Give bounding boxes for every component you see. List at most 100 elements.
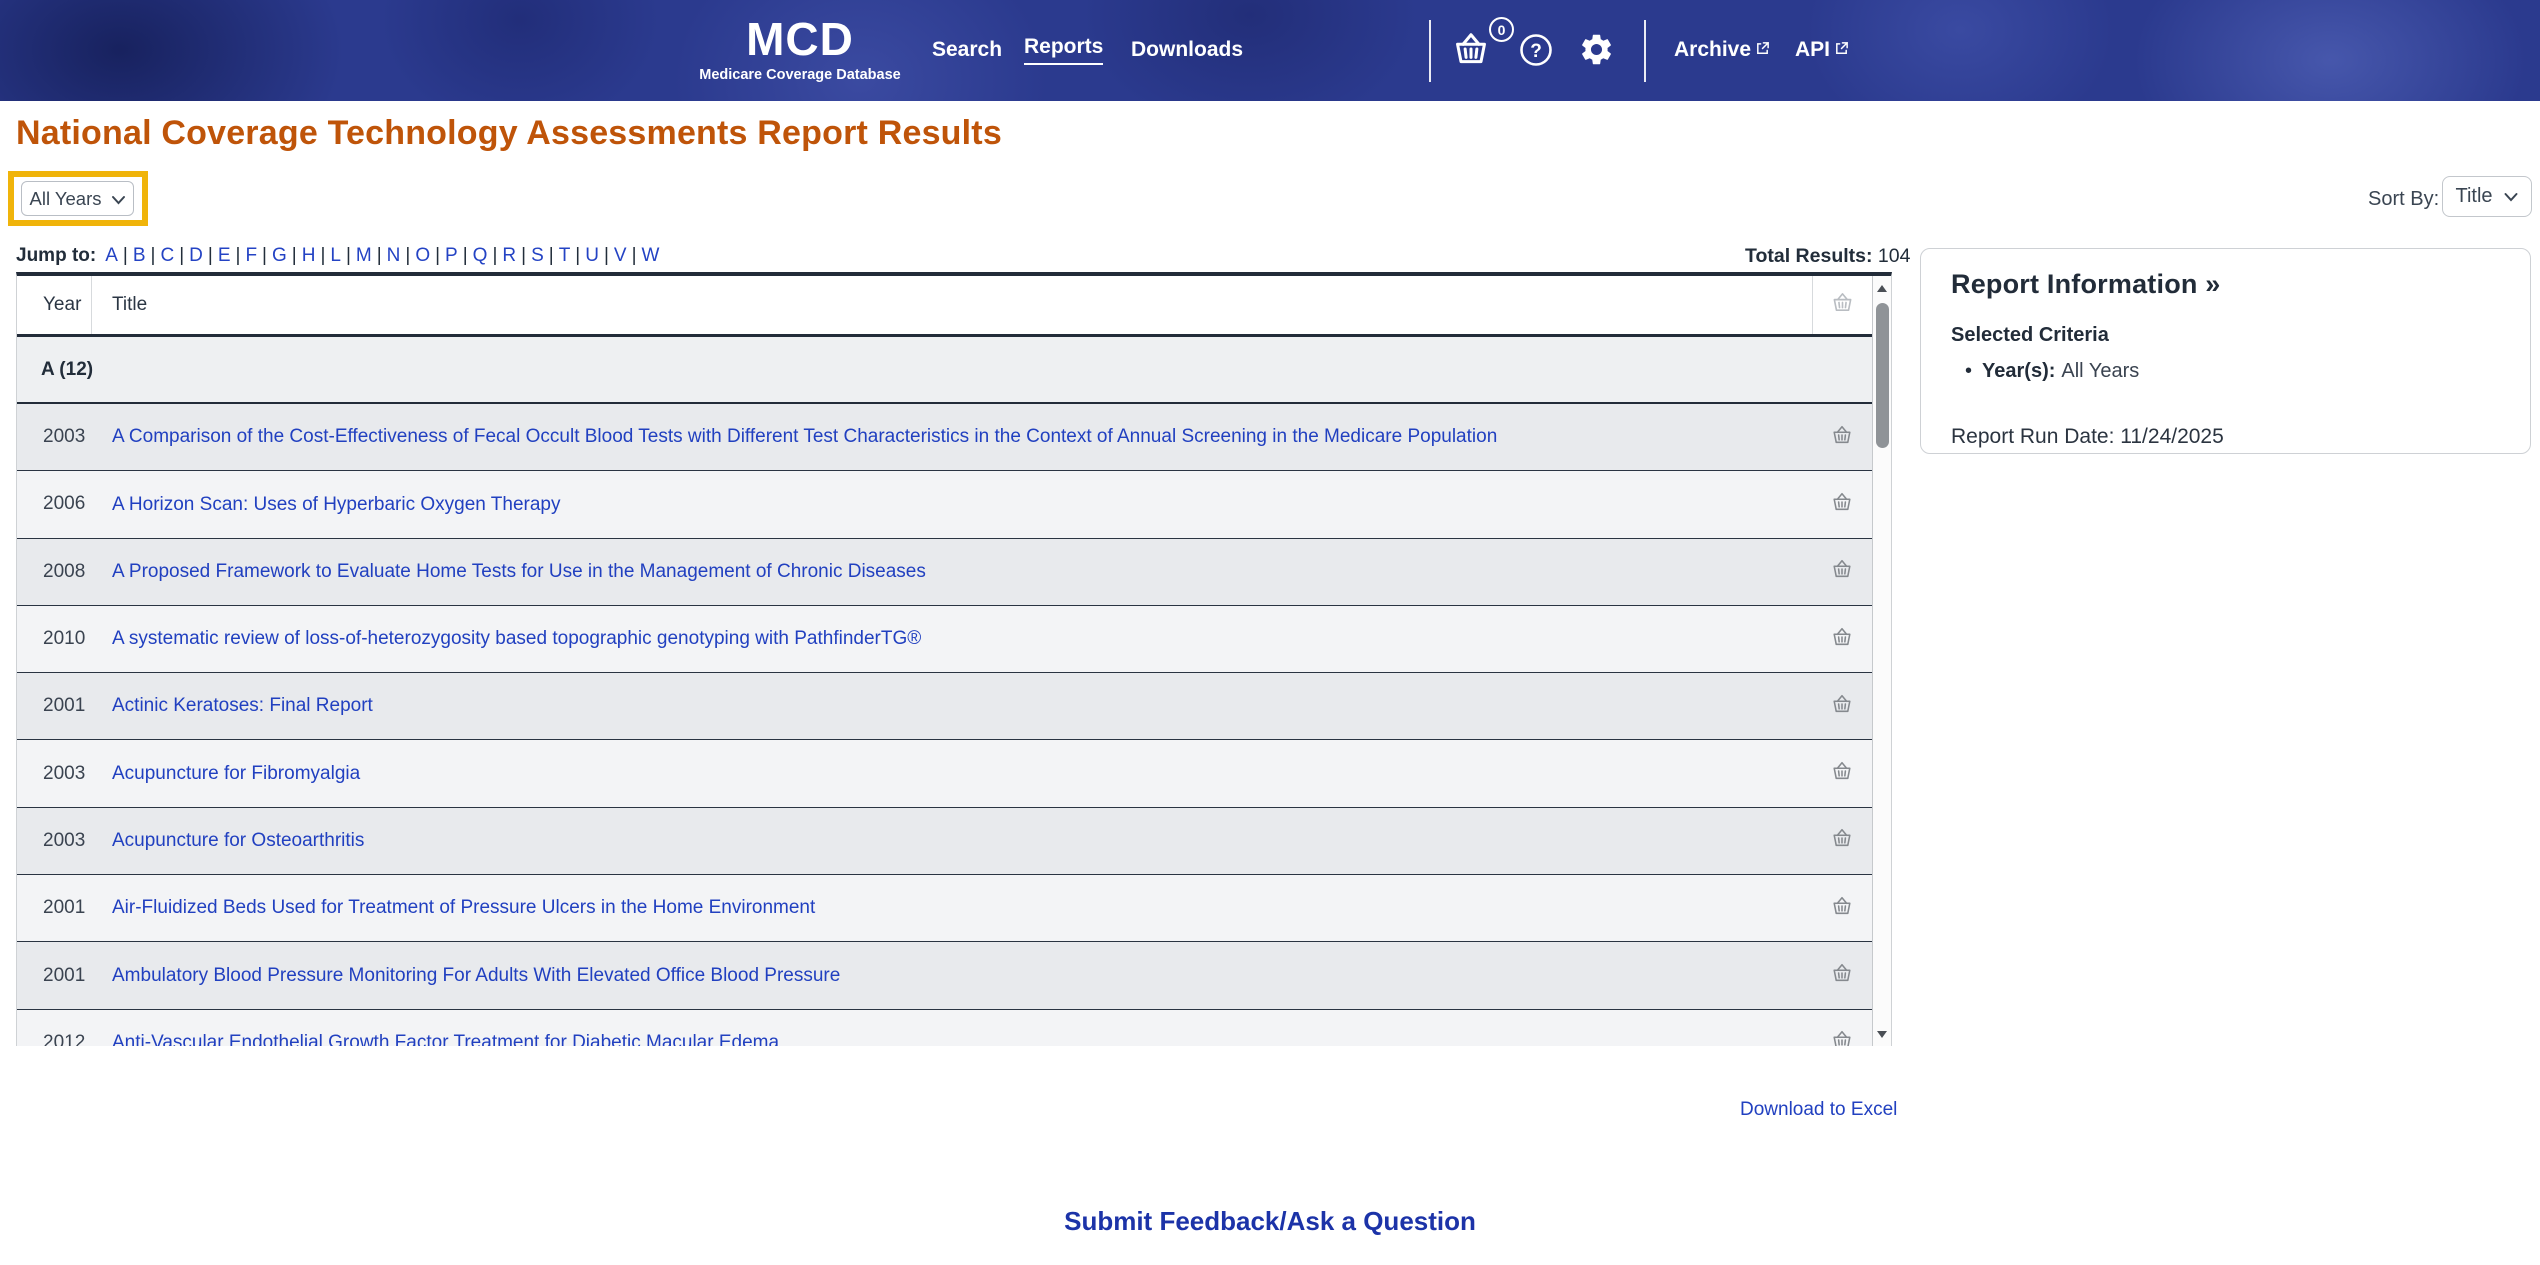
site-header: MCD Medicare Coverage Database Search Re… bbox=[0, 0, 2540, 101]
basket-icon bbox=[1831, 424, 1853, 451]
total-results-label: Total Results: bbox=[1745, 245, 1873, 267]
nav-search[interactable]: Search bbox=[932, 38, 1003, 61]
vertical-scrollbar[interactable] bbox=[1872, 276, 1891, 1046]
jump-letter-S[interactable]: S bbox=[531, 245, 544, 266]
chevron-down-icon bbox=[111, 188, 126, 210]
table-row: 2003 Acupuncture for Fibromyalgia bbox=[17, 740, 1891, 808]
row-title-link[interactable]: A systematic review of loss-of-heterozyg… bbox=[112, 628, 922, 650]
scrollbar-thumb[interactable] bbox=[1875, 303, 1889, 448]
basket-button[interactable] bbox=[1452, 30, 1490, 73]
api-label: API bbox=[1795, 38, 1831, 61]
jump-letter-T[interactable]: T bbox=[558, 245, 571, 266]
row-title-link[interactable]: Anti-Vascular Endothelial Growth Factor … bbox=[112, 1031, 780, 1046]
jump-letter-N[interactable]: N bbox=[386, 245, 401, 266]
jump-letter-U[interactable]: U bbox=[585, 245, 599, 266]
basket-icon bbox=[1452, 33, 1490, 72]
jump-separator: | bbox=[179, 245, 185, 266]
help-button[interactable]: ? bbox=[1518, 32, 1554, 73]
jump-letter-M[interactable]: M bbox=[355, 245, 372, 266]
row-title-link[interactable]: Actinic Keratoses: Final Report bbox=[112, 695, 373, 717]
page-title: National Coverage Technology Assessments… bbox=[16, 114, 1002, 152]
jump-separator: | bbox=[548, 245, 554, 266]
add-to-basket-button[interactable] bbox=[1812, 808, 1872, 874]
jump-separator: | bbox=[435, 245, 441, 266]
add-to-basket-button[interactable] bbox=[1812, 1010, 1872, 1046]
mcd-logo[interactable]: MCD Medicare Coverage Database bbox=[698, 14, 902, 83]
arrow-down-icon bbox=[1877, 1030, 1887, 1038]
add-to-basket-button[interactable] bbox=[1812, 471, 1872, 537]
jump-to-label: Jump to: bbox=[16, 245, 97, 266]
basket-icon bbox=[1831, 962, 1853, 989]
total-results: Total Results: 104 bbox=[1745, 245, 1910, 268]
jump-separator: | bbox=[345, 245, 351, 266]
add-to-basket-button[interactable] bbox=[1812, 404, 1872, 470]
add-to-basket-button[interactable] bbox=[1812, 539, 1872, 605]
submit-feedback-link[interactable]: Submit Feedback/Ask a Question bbox=[1064, 1206, 1476, 1236]
row-title-link[interactable]: Acupuncture for Fibromyalgia bbox=[112, 762, 361, 784]
jump-separator: | bbox=[150, 245, 156, 266]
jump-letter-O[interactable]: O bbox=[415, 245, 431, 266]
jump-letter-V[interactable]: V bbox=[613, 245, 627, 266]
nav-archive[interactable]: Archive bbox=[1674, 38, 1770, 62]
gear-icon bbox=[1578, 34, 1615, 72]
year-filter-value: All Years bbox=[29, 187, 102, 209]
nav-api[interactable]: API bbox=[1795, 38, 1849, 62]
download-to-excel-link[interactable]: Download to Excel bbox=[1740, 1099, 1898, 1120]
add-to-basket-button[interactable] bbox=[1812, 606, 1872, 672]
jump-letter-L[interactable]: L bbox=[330, 245, 341, 266]
add-to-basket-button[interactable] bbox=[1812, 740, 1872, 806]
jump-letter-R[interactable]: R bbox=[502, 245, 517, 266]
jump-letter-W[interactable]: W bbox=[641, 245, 660, 266]
jump-separator: | bbox=[320, 245, 326, 266]
nav-reports[interactable]: Reports bbox=[1024, 35, 1104, 65]
add-to-basket-button[interactable] bbox=[1812, 673, 1872, 739]
jump-separator: | bbox=[235, 245, 241, 266]
jump-separator: | bbox=[575, 245, 581, 266]
jump-letter-A[interactable]: A bbox=[105, 245, 118, 266]
row-year: 2003 bbox=[43, 426, 86, 448]
highlight-box bbox=[8, 171, 148, 226]
nav-downloads[interactable]: Downloads bbox=[1131, 38, 1244, 61]
header-divider bbox=[1644, 20, 1646, 82]
jump-letter-C[interactable]: C bbox=[160, 245, 175, 266]
table-body: 2003 A Comparison of the Cost-Effectivene… bbox=[17, 404, 1891, 1046]
report-information-panel: Report Information » Selected Criteria •… bbox=[1920, 248, 2531, 454]
row-title-link[interactable]: A Proposed Framework to Evaluate Home Te… bbox=[112, 560, 926, 582]
row-year: 2003 bbox=[43, 762, 86, 784]
scroll-down-button[interactable] bbox=[1873, 1022, 1891, 1046]
jump-letter-P[interactable]: P bbox=[445, 245, 458, 266]
year-filter-dropdown[interactable]: All Years bbox=[21, 181, 134, 216]
settings-button[interactable] bbox=[1578, 31, 1615, 73]
row-title-link[interactable]: Ambulatory Blood Pressure Monitoring For… bbox=[112, 964, 841, 986]
jump-letter-D[interactable]: D bbox=[189, 245, 203, 266]
jump-separator: | bbox=[603, 245, 609, 266]
add-to-basket-button[interactable] bbox=[1812, 942, 1872, 1008]
table-row: 2008 A Proposed Framework to Evaluate Hom… bbox=[17, 538, 1891, 606]
jump-letter-F[interactable]: F bbox=[245, 245, 258, 266]
basket-icon bbox=[1831, 626, 1853, 653]
report-information-heading[interactable]: Report Information » bbox=[1951, 269, 2221, 299]
row-title-link[interactable]: A Comparison of the Cost-Effectiveness o… bbox=[112, 426, 1498, 448]
archive-label: Archive bbox=[1674, 38, 1752, 61]
row-title-link[interactable]: Air-Fluidized Beds Used for Treatment of… bbox=[112, 897, 816, 919]
jump-letter-E[interactable]: E bbox=[217, 245, 231, 266]
jump-letter-Q[interactable]: Q bbox=[472, 245, 488, 266]
sort-dropdown[interactable]: Title bbox=[2442, 176, 2532, 217]
row-title-link[interactable]: Acupuncture for Osteoarthritis bbox=[112, 830, 365, 852]
jump-letter-G[interactable]: G bbox=[271, 245, 287, 266]
row-year: 2003 bbox=[43, 829, 86, 851]
add-to-basket-button[interactable] bbox=[1812, 875, 1872, 941]
jump-separator: | bbox=[492, 245, 498, 266]
jump-separator: | bbox=[376, 245, 382, 266]
jump-letter-H[interactable]: H bbox=[301, 245, 316, 266]
scroll-up-button[interactable] bbox=[1873, 276, 1891, 300]
chevron-down-icon bbox=[2503, 185, 2519, 208]
row-year: 2010 bbox=[43, 628, 86, 650]
svg-text:?: ? bbox=[1530, 41, 1542, 62]
row-title-link[interactable]: A Horizon Scan: Uses of Hyperbaric Oxyge… bbox=[112, 493, 561, 515]
row-year: 2001 bbox=[43, 695, 86, 717]
jump-separator: | bbox=[405, 245, 411, 266]
jump-letter-B[interactable]: B bbox=[132, 245, 146, 266]
bullet: • bbox=[1965, 360, 1973, 382]
